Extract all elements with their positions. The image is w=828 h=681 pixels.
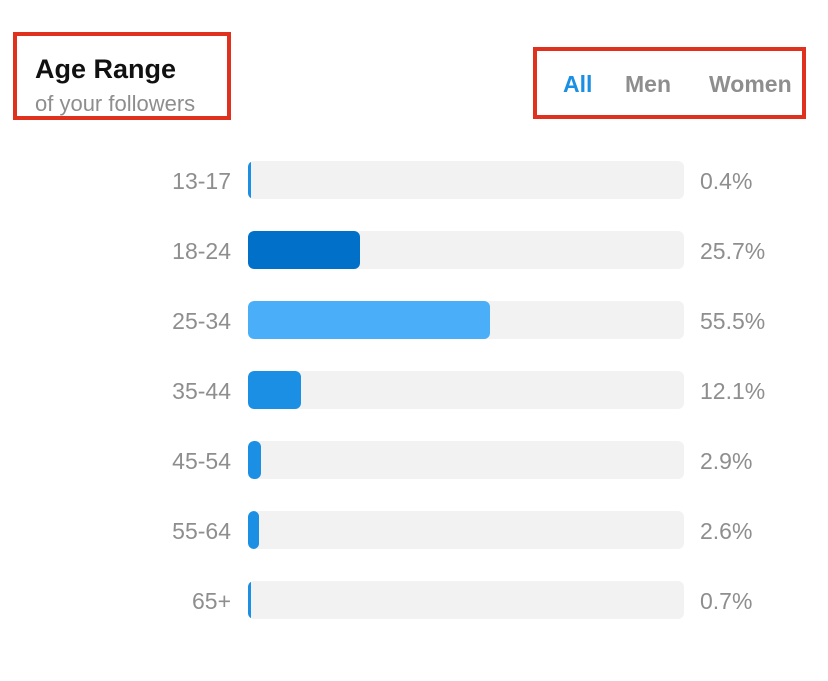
category-label: 18-24	[172, 238, 231, 264]
bar	[248, 231, 361, 269]
chart-subtitle: of your followers	[35, 91, 196, 116]
chart-title: Age Range	[35, 54, 177, 84]
category-label: 25-34	[172, 308, 231, 334]
value-label: 2.9%	[700, 448, 753, 474]
bar-track	[248, 371, 684, 409]
value-label: 25.7%	[700, 238, 766, 264]
tab-all[interactable]: All	[563, 71, 593, 97]
bar	[248, 441, 261, 479]
bar	[248, 581, 252, 619]
tab-men[interactable]: Men	[625, 71, 671, 97]
bar-row: 25-34 55.5%	[0, 301, 828, 339]
bar-track	[248, 441, 684, 479]
category-label: 45-54	[172, 448, 231, 474]
bar	[248, 161, 251, 199]
bar	[248, 511, 260, 549]
bar-row: 35-44 12.1%	[0, 371, 828, 409]
value-label: 55.5%	[700, 308, 766, 334]
bar-row: 18-24 25.7%	[0, 231, 828, 269]
value-label: 2.6%	[700, 518, 753, 544]
value-label: 0.4%	[700, 168, 753, 194]
bar-track	[248, 581, 684, 619]
tab-women[interactable]: Women	[709, 71, 792, 97]
bar-row: 55-64 2.6%	[0, 511, 828, 549]
bar	[248, 301, 490, 339]
category-label: 65+	[191, 588, 231, 614]
bar-track	[248, 301, 684, 339]
bar-row: 45-54 2.9%	[0, 441, 828, 479]
value-label: 0.7%	[700, 588, 753, 614]
value-label: 12.1%	[700, 378, 766, 404]
bar-row: 13-17 0.4%	[0, 161, 828, 199]
gender-filter-tabs: All Men Women	[533, 47, 806, 119]
bar-track	[248, 231, 684, 269]
title-highlight-box: Age Range of your followers	[13, 32, 231, 120]
bar-track	[248, 511, 684, 549]
bar	[248, 371, 301, 409]
category-label: 35-44	[172, 378, 231, 404]
bar-row: 65+ 0.7%	[0, 581, 828, 619]
category-label: 13-17	[172, 168, 231, 194]
category-label: 55-64	[172, 518, 231, 544]
bar-track	[248, 161, 684, 199]
